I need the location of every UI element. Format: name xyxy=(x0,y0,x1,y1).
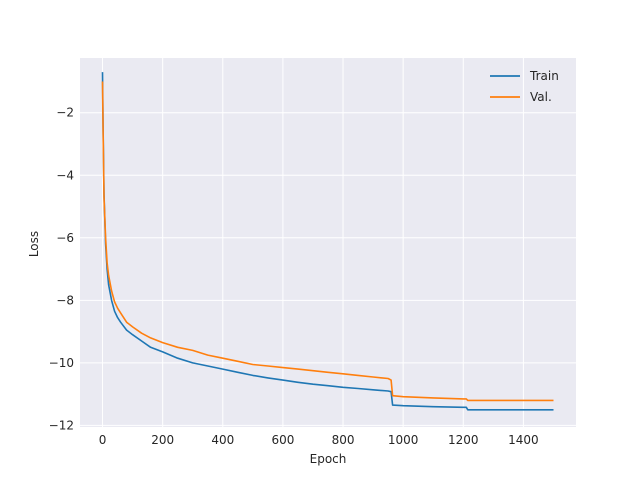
y-tick-label: −12 xyxy=(49,418,74,432)
x-tick-label: 600 xyxy=(271,433,294,447)
series-line-train xyxy=(101,72,554,411)
legend: Train Val. xyxy=(490,69,559,104)
x-tick-label: 1400 xyxy=(508,433,539,447)
x-tick-label: 1200 xyxy=(448,433,479,447)
legend-label: Val. xyxy=(530,90,552,104)
y-tick-label: −10 xyxy=(49,356,74,370)
x-tick-label: 0 xyxy=(99,433,107,447)
grid xyxy=(80,58,576,427)
y-tick-label: −8 xyxy=(56,293,74,307)
x-axis-label: Epoch xyxy=(310,452,347,466)
series-line-val xyxy=(101,81,554,402)
y-tick-label: −6 xyxy=(56,231,74,245)
y-axis-label: Loss xyxy=(27,231,41,257)
x-tick-label: 400 xyxy=(211,433,234,447)
x-tick-label: 200 xyxy=(151,433,174,447)
legend-label: Train xyxy=(529,69,559,83)
tick-labels: 0 200 400 600 800 1000 1200 1400 −12 −10 −8 −6 −4 −2 xyxy=(49,106,539,447)
y-tick-label: −4 xyxy=(56,168,74,182)
x-tick-label: 800 xyxy=(332,433,355,447)
x-tick-label: 1000 xyxy=(388,433,419,447)
series-lines xyxy=(101,72,554,411)
y-tick-label: −2 xyxy=(56,106,74,120)
